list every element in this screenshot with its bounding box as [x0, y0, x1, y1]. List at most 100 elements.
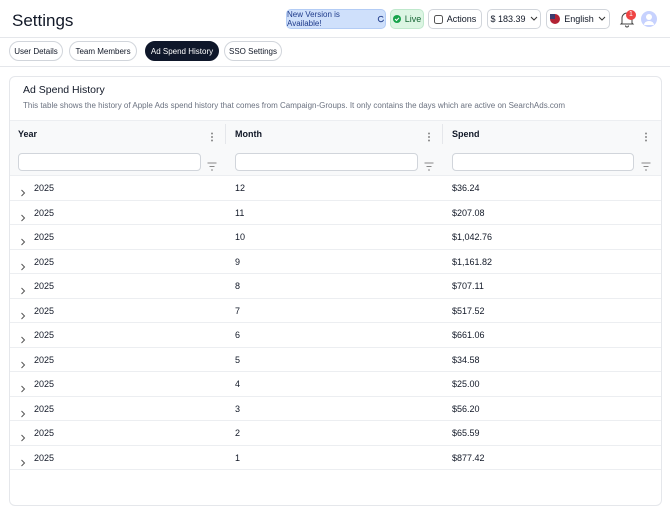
actions-text: Actions [446, 14, 477, 24]
table-cell: 2025 [34, 183, 55, 193]
chevron [530, 16, 537, 21]
expand-chevron[interactable] [20, 356, 26, 374]
divider [0, 37, 670, 38]
table-cell: 11 [235, 207, 245, 218]
table-cell: $34.58 [452, 354, 480, 365]
filter-icon[interactable] [424, 158, 434, 176]
refresh-icon [378, 15, 385, 23]
table-cell: 1 [235, 452, 241, 463]
column-header[interactable]: Year [18, 129, 38, 139]
table-cell: $1,042.76 [452, 232, 493, 242]
column-separator [225, 124, 226, 144]
table-cell: $25.00 [452, 379, 480, 389]
table-row [10, 372, 661, 397]
table-cell: 2 [235, 428, 241, 438]
table-cell: 2025 [34, 256, 55, 267]
table-cell: 9 [235, 256, 241, 267]
tab[interactable]: Ad Spend History [145, 41, 219, 61]
balance-button[interactable]: $ 183.39 [487, 9, 541, 29]
column-header[interactable]: Spend [452, 129, 480, 139]
column-header[interactable]: Month [235, 129, 262, 139]
table-cell: 8 [235, 281, 241, 291]
page: Settings New Version is Available! Live … [0, 9, 670, 506]
table-row [10, 323, 661, 348]
language-text: English [564, 14, 594, 24]
live-badge: Live [390, 9, 424, 29]
live-icon [392, 15, 401, 23]
expand-chevron[interactable] [20, 380, 26, 398]
table-cell: $65.59 [452, 428, 480, 438]
table-row [10, 348, 661, 372]
expand-chevron[interactable] [20, 307, 26, 325]
tab[interactable]: User Details [9, 41, 63, 61]
table-row [10, 299, 661, 323]
update-text: New Version is Available! [287, 10, 340, 28]
page-title: Settings [12, 11, 74, 30]
table-cell: 7 [235, 305, 241, 316]
flag-icon [550, 14, 561, 24]
column-separator [442, 124, 443, 144]
table-cell: 2025 [34, 452, 55, 463]
update-badge[interactable]: New Version is Available! [286, 9, 386, 29]
column-menu[interactable] [210, 129, 214, 147]
table-row [10, 446, 661, 470]
live-text: Live [404, 14, 422, 24]
expand-chevron[interactable] [20, 258, 26, 276]
balance-text: $ 183.39 [490, 14, 526, 24]
table-cell: 4 [235, 379, 241, 389]
expand-chevron[interactable] [20, 454, 26, 472]
table-cell: $36.24 [452, 183, 480, 193]
table-row [10, 421, 661, 446]
expand-chevron[interactable] [20, 184, 26, 202]
notification-count: 1 [626, 10, 636, 20]
table-row [10, 274, 661, 299]
table-cell: 2025 [34, 354, 55, 365]
filter-icon[interactable] [207, 158, 217, 176]
chevron [598, 16, 606, 21]
expand-chevron[interactable] [20, 429, 26, 447]
filter-input[interactable] [18, 153, 201, 171]
table-cell: $56.20 [452, 403, 480, 414]
table-row [10, 225, 661, 250]
expand-chevron[interactable] [20, 233, 26, 251]
language-button[interactable]: English [546, 9, 610, 29]
divider [0, 66, 670, 67]
filter-input[interactable] [452, 153, 634, 171]
filter-icon[interactable] [641, 158, 651, 176]
table-cell: 12 [235, 183, 246, 193]
avatar[interactable] [641, 11, 657, 27]
expand-chevron[interactable] [20, 405, 26, 423]
table-cell: 2025 [34, 403, 55, 414]
table-cell: $1,161.82 [452, 256, 493, 267]
actions-button[interactable]: Actions [428, 9, 482, 29]
table-cell: $517.52 [452, 305, 485, 316]
table-cell: $877.42 [452, 452, 485, 463]
table-row [10, 397, 661, 421]
table-cell: $207.08 [452, 207, 485, 218]
table-cell: 2025 [34, 232, 55, 242]
table-cell: 2025 [34, 330, 55, 340]
table-row [10, 201, 661, 225]
expand-chevron[interactable] [20, 331, 26, 349]
card-description: This table shows the history of Apple Ad… [23, 101, 566, 110]
table-cell: 2025 [34, 379, 55, 389]
tab[interactable]: Team Members [69, 41, 137, 61]
expand-chevron[interactable] [20, 282, 26, 300]
filter-input[interactable] [235, 153, 418, 171]
table-row [10, 250, 661, 274]
tab[interactable]: SSO Settings [224, 41, 282, 61]
expand-chevron[interactable] [20, 209, 26, 227]
actions-icon [433, 14, 443, 24]
table-cell: $661.06 [452, 330, 485, 340]
table-cell: 3 [235, 403, 241, 414]
table-cell: 2025 [34, 281, 55, 291]
table-cell: 5 [235, 354, 241, 365]
column-menu[interactable] [644, 129, 648, 147]
table-cell: 2025 [34, 428, 55, 438]
table-cell: 2025 [34, 207, 55, 218]
column-menu[interactable] [427, 129, 431, 147]
table-cell: 10 [235, 232, 246, 242]
table-cell: 2025 [34, 305, 55, 316]
table-cell: 6 [235, 330, 241, 340]
table-cell: $707.11 [452, 281, 484, 291]
